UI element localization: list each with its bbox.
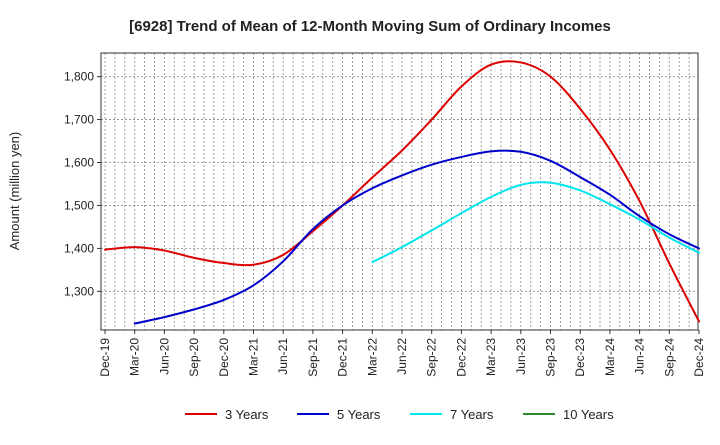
series-line-7-years	[371, 181, 700, 264]
x-tick-label: Jun-21	[276, 338, 290, 375]
x-tick-label: Dec-21	[336, 338, 350, 377]
x-tick-label: Jun-24	[633, 338, 647, 375]
x-tick-label: Sep-23	[544, 338, 558, 377]
series-layer	[104, 60, 700, 325]
series-line-5-years	[133, 149, 700, 325]
x-tick-label: Mar-22	[365, 338, 379, 376]
x-tick-label: Dec-20	[217, 338, 231, 377]
x-tick-label: Sep-20	[187, 338, 201, 377]
x-tick-label: Dec-24	[692, 338, 706, 377]
y-tick-label: 1,800	[64, 70, 94, 84]
legend-label-3-years: 3 Years	[225, 407, 269, 422]
grid	[101, 53, 698, 330]
y-axis-label: Amount (million yen)	[7, 132, 22, 251]
y-tick-label: 1,600	[64, 156, 94, 170]
x-tick-label: Sep-24	[662, 338, 676, 377]
y-axis: 1,300 1,400 1,500 1,600 1,700 1,800	[64, 70, 101, 298]
legend-label-5-years: 5 Years	[337, 407, 381, 422]
x-tick-label: Jun-20	[157, 338, 171, 375]
legend-label-10-years: 10 Years	[563, 407, 614, 422]
x-tick-label: Mar-21	[247, 338, 261, 376]
y-tick-label: 1,300	[64, 284, 94, 298]
series-line-3-years	[104, 60, 700, 323]
x-tick-label: Dec-19	[98, 338, 112, 377]
x-tick-label: Mar-20	[128, 338, 142, 376]
x-tick-label: Sep-21	[306, 338, 320, 377]
legend-label-7-years: 7 Years	[450, 407, 494, 422]
x-tick-label: Mar-24	[603, 338, 617, 376]
plot-area	[100, 52, 699, 331]
x-tick-label: Dec-22	[454, 338, 468, 377]
y-tick-label: 1,400	[64, 241, 94, 255]
y-tick-label: 1,700	[64, 113, 94, 127]
chart-title: [6928] Trend of Mean of 12-Month Moving …	[129, 18, 611, 35]
x-axis: Dec-19 Mar-20 Jun-20 Sep-20 Dec-20 Mar-21 Jun-…	[98, 330, 706, 377]
x-tick-label: Jun-23	[514, 338, 528, 375]
y-tick-label: 1,500	[64, 198, 94, 212]
x-tick-label: Jun-22	[395, 338, 409, 375]
x-tick-label: Sep-22	[425, 338, 439, 377]
x-tick-label: Mar-23	[484, 338, 498, 376]
x-tick-label: Dec-23	[573, 338, 587, 377]
legend: 3 Years 5 Years 7 Years 10 Years	[185, 407, 614, 422]
